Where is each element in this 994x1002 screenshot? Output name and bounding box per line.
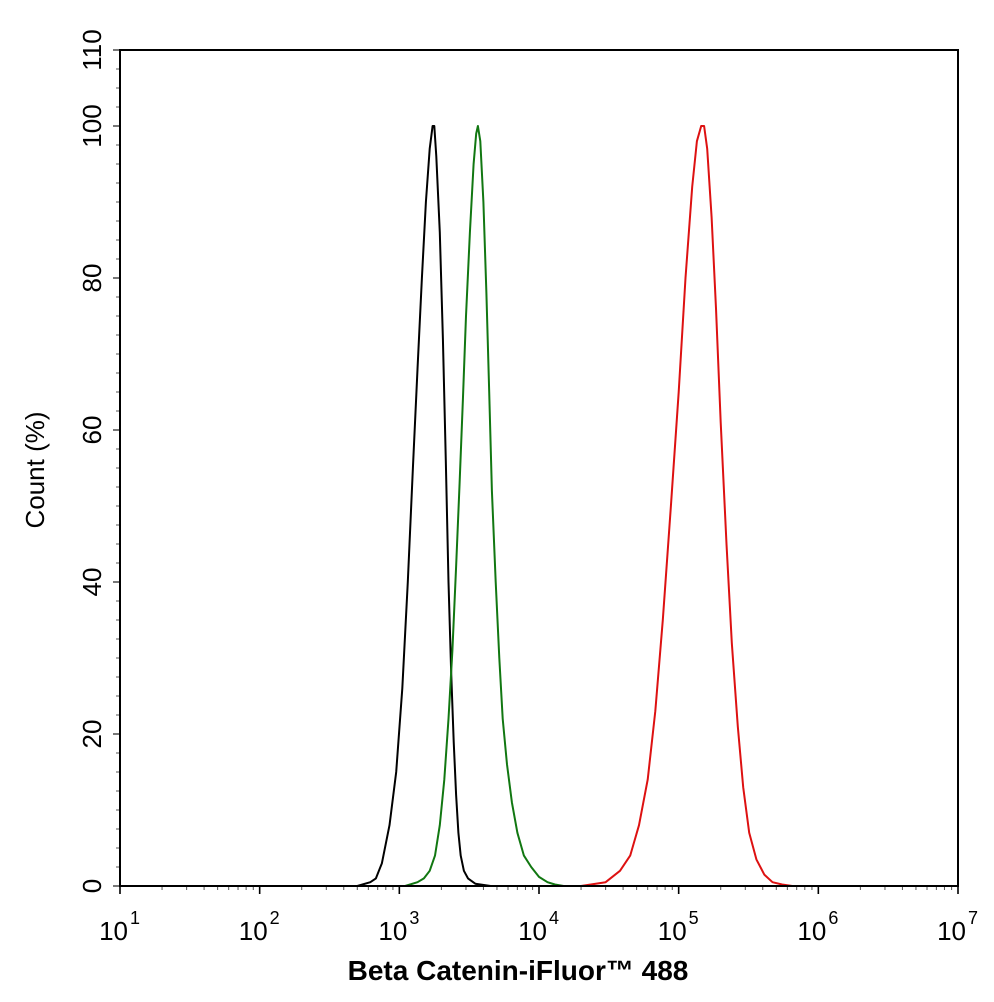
- y-tick-labels: 0 20 40 60 80 100 110: [77, 29, 107, 893]
- y-axis-title: Count (%): [20, 411, 50, 528]
- x-tick-base: 10: [797, 916, 826, 946]
- x-tick-base: 10: [378, 916, 407, 946]
- x-tick-exponent: 2: [270, 908, 280, 928]
- y-tick-label: 60: [77, 416, 107, 445]
- y-tick-label: 20: [77, 720, 107, 749]
- series-line-3: [120, 125, 958, 887]
- x-tick-base: 10: [518, 916, 547, 946]
- x-tick-labels: 10 1 10 2 10 3 10 4 10 5 10 6 10 7: [99, 908, 978, 946]
- plot-frame: [119, 49, 959, 887]
- x-tick-base: 10: [239, 916, 268, 946]
- x-tick-label: 10 7: [937, 908, 978, 946]
- x-tick-exponent: 5: [689, 908, 699, 928]
- x-tick-exponent: 3: [409, 908, 419, 928]
- x-axis-title: Beta Catenin-iFluor™ 488: [348, 955, 689, 986]
- x-tick-label: 10 2: [239, 908, 280, 946]
- histogram-series: [120, 125, 958, 887]
- x-tick-exponent: 1: [130, 908, 140, 928]
- x-tick-base: 10: [658, 916, 687, 946]
- x-tick-label: 10 3: [378, 908, 419, 946]
- y-tick-label: 0: [77, 879, 107, 893]
- x-tick-exponent: 6: [828, 908, 838, 928]
- y-tick-label: 40: [77, 568, 107, 597]
- x-tick-label: 10 1: [99, 908, 140, 946]
- x-tick-exponent: 4: [549, 908, 559, 928]
- x-tick-label: 10 5: [658, 908, 699, 946]
- x-tick-base: 10: [99, 916, 128, 946]
- x-tick-label: 10 6: [797, 908, 838, 946]
- x-tick-label: 10 4: [518, 908, 559, 946]
- y-tick-label: 80: [77, 264, 107, 293]
- series-line-2: [120, 125, 958, 887]
- axis-ticks: [113, 49, 959, 894]
- y-tick-label: 100: [77, 104, 107, 147]
- y-tick-label: 110: [77, 29, 107, 70]
- x-tick-base: 10: [937, 916, 966, 946]
- x-tick-exponent: 7: [968, 908, 978, 928]
- series-line-1: [120, 125, 958, 887]
